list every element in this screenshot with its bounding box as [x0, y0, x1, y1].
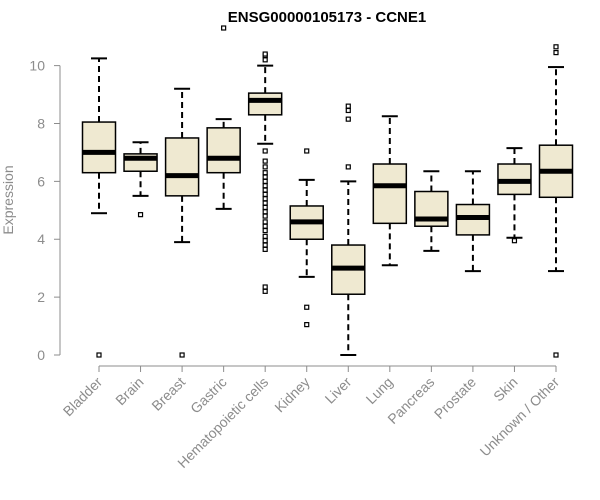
x-tick-label: Kidney [271, 374, 313, 416]
y-tick-label: 2 [37, 289, 45, 305]
outlier-point [262, 227, 268, 234]
outlier-point [345, 116, 351, 122]
y-tick-label: 8 [37, 115, 45, 131]
outlier-point [553, 44, 559, 50]
x-tick-label: Lung [363, 374, 396, 407]
x-tick-label: Liver [322, 374, 355, 407]
box-group [455, 170, 491, 273]
x-tick-label: Prostate [431, 374, 479, 422]
box-group [81, 57, 117, 358]
outlier-point [262, 57, 268, 63]
outlier-point [262, 187, 268, 193]
outlier-point [262, 191, 268, 197]
box-group [538, 44, 574, 358]
outlier-point [221, 25, 227, 31]
outlier-point [304, 322, 310, 328]
outlier-point [262, 51, 268, 57]
outlier-point [262, 213, 268, 219]
box-group [247, 51, 283, 294]
y-tick-label: 4 [37, 231, 45, 247]
outlier-point [262, 284, 268, 290]
outlier-point [262, 233, 268, 239]
box-group [289, 148, 324, 328]
y-tick-label: 0 [37, 347, 45, 363]
outlier-point [262, 158, 268, 164]
outlier-point [262, 209, 268, 215]
outlier-point [262, 204, 268, 211]
outlier-point [262, 148, 268, 154]
outlier-point [262, 219, 268, 225]
y-axis-label: Expression [0, 165, 16, 234]
outlier-point [304, 304, 310, 310]
x-tick-label: Bladder [60, 374, 106, 420]
box-iqr [372, 163, 408, 225]
box-iqr [164, 137, 200, 197]
box-group [164, 87, 200, 358]
outlier-point [262, 242, 268, 248]
outlier-point [262, 246, 268, 252]
x-tick-label: Unknown / Other [477, 374, 563, 460]
outlier-point [262, 223, 268, 229]
y-tick-label: 10 [29, 58, 45, 74]
chart-title: ENSG00000105173 - CCNE1 [228, 9, 426, 26]
box-group [123, 141, 158, 218]
outlier-point [262, 238, 268, 244]
outlier-point [511, 238, 518, 244]
box-group [331, 103, 366, 356]
boxes-group [81, 25, 574, 358]
outlier-point [262, 174, 268, 180]
outlier-point [345, 164, 351, 170]
outlier-point [262, 170, 268, 176]
outlier-point [345, 107, 351, 114]
outlier-point [304, 148, 310, 154]
outlier-point [137, 212, 144, 218]
outlier-point [262, 200, 268, 206]
x-tick-label: Breast [148, 374, 188, 414]
outlier-point [262, 183, 268, 189]
outlier-point [553, 49, 559, 56]
x-tick-label: Brain [112, 374, 146, 408]
box-group [206, 25, 241, 210]
outlier-point [553, 352, 559, 358]
outlier-point [179, 352, 185, 358]
outlier-point [262, 196, 268, 202]
box-iqr [206, 127, 241, 174]
box-iqr [81, 121, 117, 174]
outlier-point [345, 103, 351, 109]
y-tick-label: 6 [37, 173, 45, 189]
box-iqr [247, 92, 283, 116]
outlier-point [262, 178, 268, 184]
box-group [414, 170, 449, 252]
outlier-point [262, 288, 268, 294]
outlier-point [96, 352, 102, 358]
outlier-point [262, 164, 268, 170]
box-group [372, 115, 408, 267]
x-tick-label: Skin [490, 374, 521, 405]
box-group [497, 147, 532, 244]
